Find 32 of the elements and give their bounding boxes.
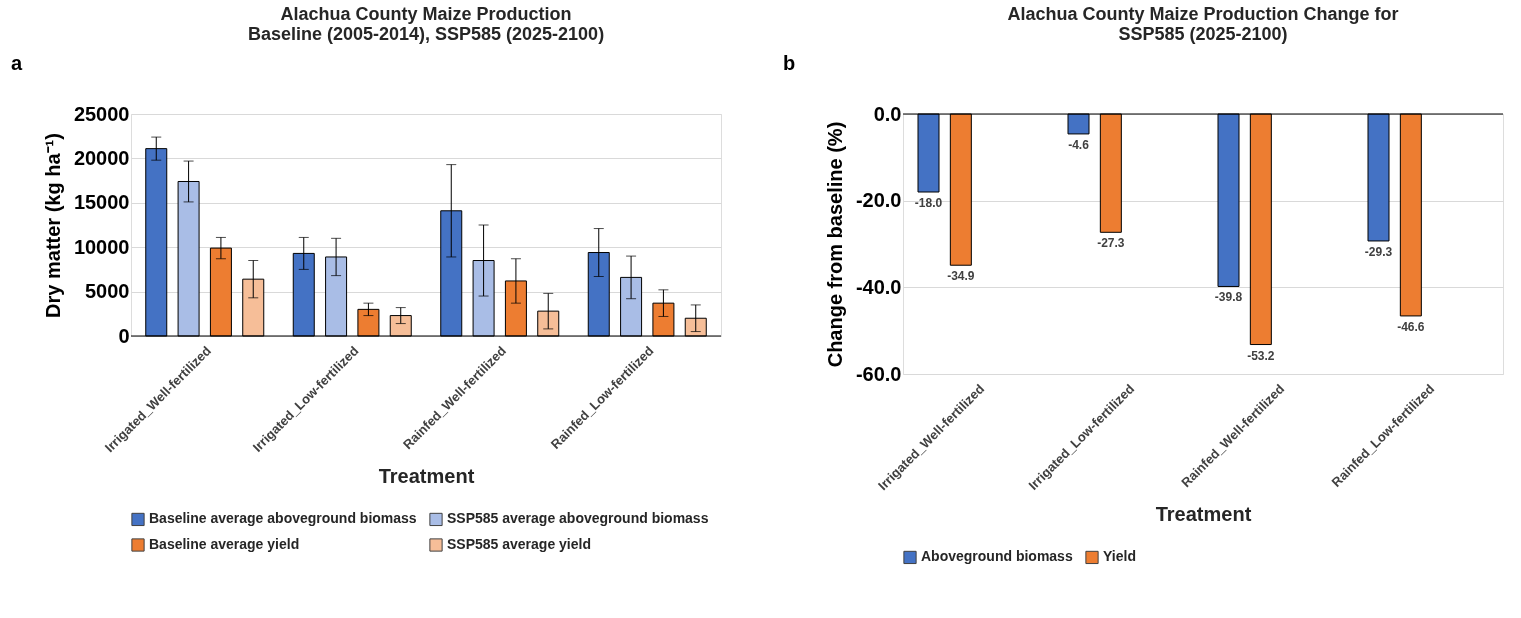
data-label: -34.9: [947, 269, 975, 284]
legend-label: Baseline average aboveground biomass: [149, 510, 417, 527]
y-tick-label: 5000: [85, 280, 130, 303]
data-label: -4.6: [1068, 137, 1090, 152]
data-label: -29.3: [1364, 244, 1393, 259]
chart-title: Alachua County Maize Production Change for SSP585 (2025-2100): [1007, 4, 1399, 44]
y-axis-title: Dry matter (kg ha⁻¹): [41, 133, 64, 318]
legend-label: SSP585 average yield: [447, 536, 591, 552]
legend-label: SSP585 average aboveground biomass: [447, 510, 709, 527]
y-axis-title: Change from baseline (%): [823, 121, 846, 368]
text: b: [783, 52, 796, 74]
y-tick-label: -60.0: [855, 362, 902, 385]
y-tick-label: 10000: [73, 235, 130, 258]
chart-title: Alachua County Maize Production Baseline (2005-2014), SSP585 (2025-2100): [247, 4, 605, 44]
data-label: -27.3: [1097, 236, 1125, 251]
data-label: -39.8: [1214, 290, 1243, 305]
legend-label: Aboveground biomass: [921, 548, 1073, 565]
legend-label: Yield: [1103, 548, 1136, 565]
y-tick-label: 25000: [73, 102, 130, 125]
data-label: -18.0: [914, 196, 943, 210]
text: a: [11, 52, 23, 74]
x-axis-title: Treatment: [1155, 503, 1252, 526]
y-tick-label: -20.0: [855, 189, 902, 212]
y-tick-label: 0: [118, 324, 130, 347]
data-label: -53.2: [1247, 348, 1275, 363]
y-tick-label: 20000: [73, 146, 130, 169]
data-label: -46.6: [1397, 319, 1425, 334]
x-axis-title: Treatment: [378, 465, 475, 488]
legend-label: Baseline average yield: [149, 536, 300, 552]
y-tick-label: 0.0: [873, 102, 902, 125]
y-tick-label: 15000: [73, 191, 130, 214]
y-tick-label: -40.0: [855, 275, 902, 298]
